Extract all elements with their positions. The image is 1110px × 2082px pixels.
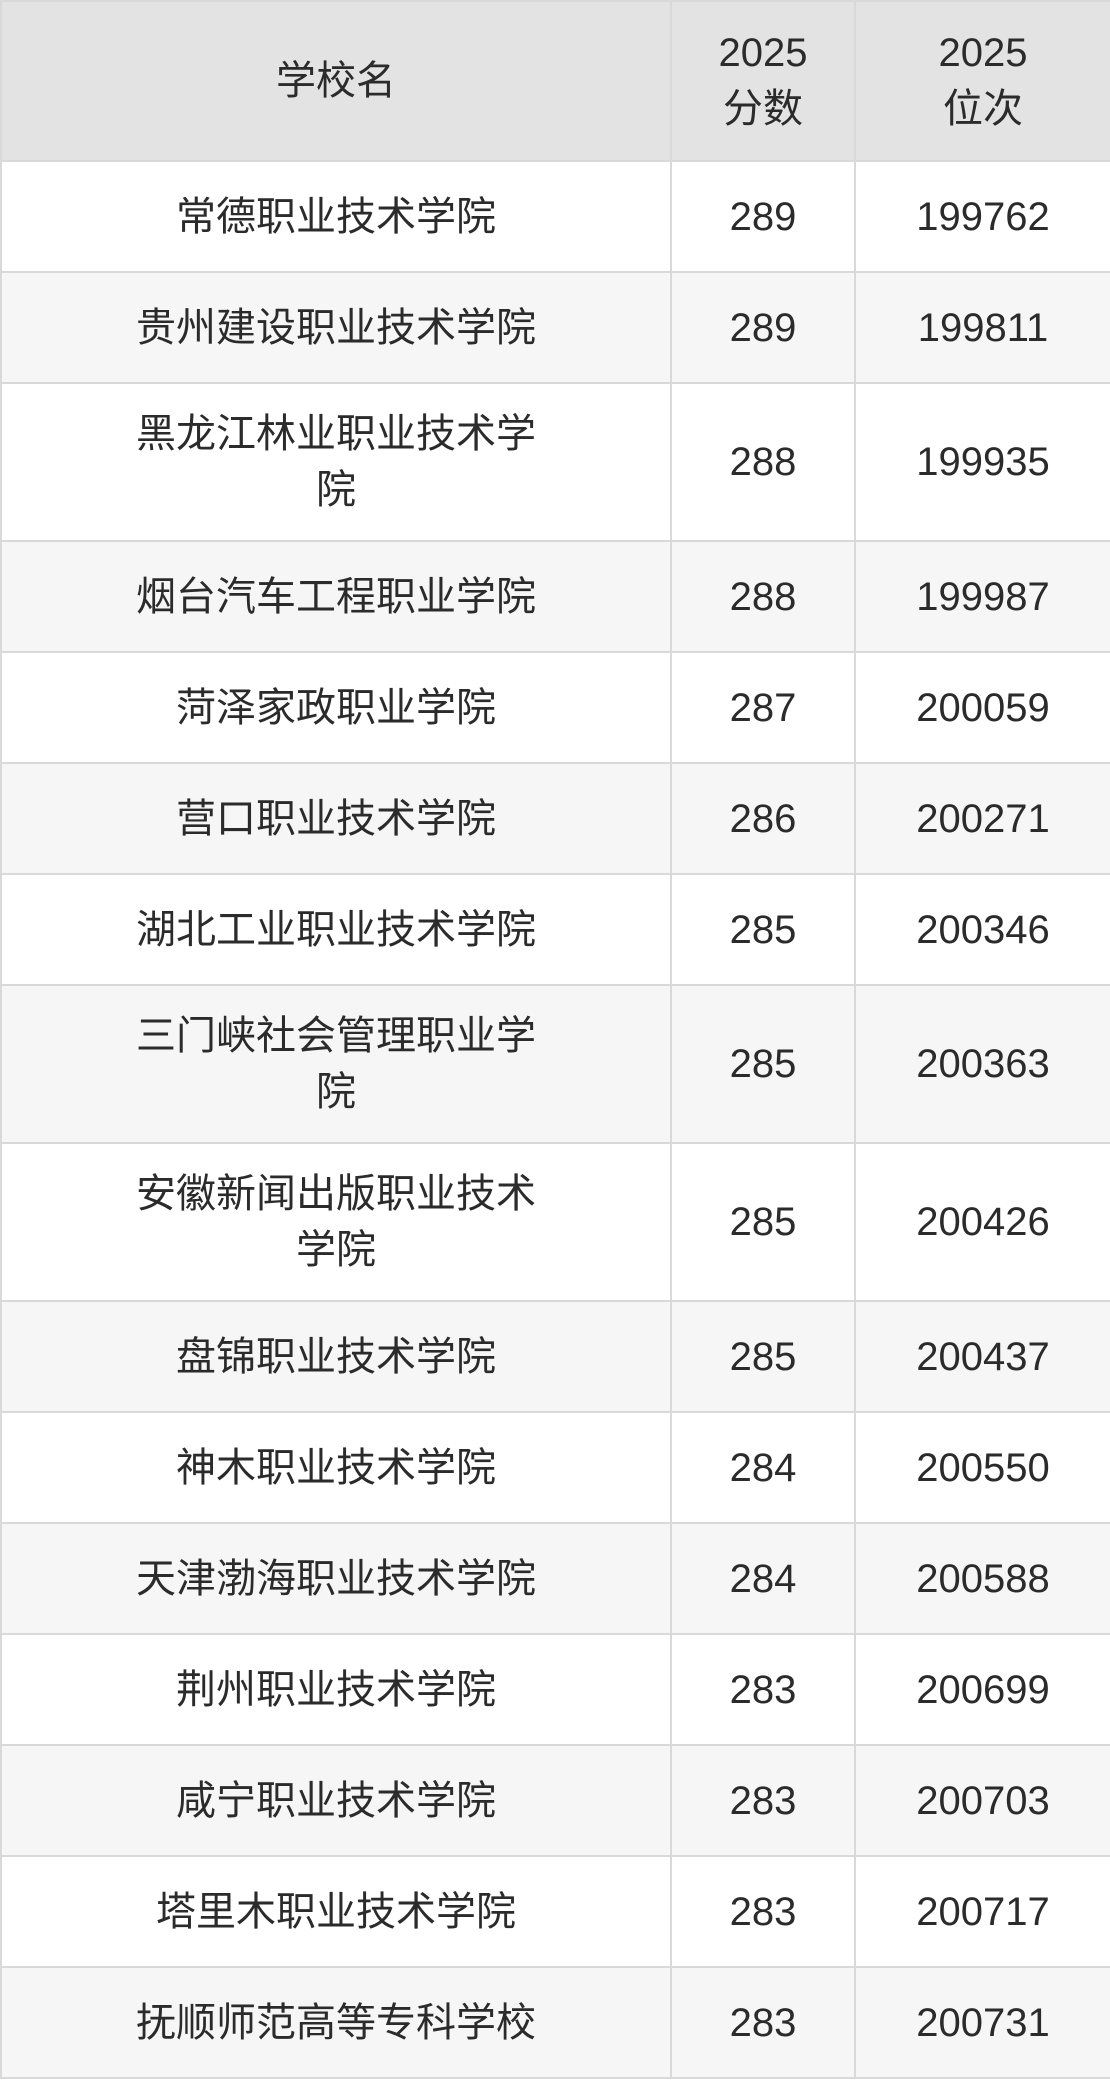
score-cell: 284 bbox=[670, 1522, 856, 1635]
score-cell: 283 bbox=[670, 1966, 856, 2079]
score-cell: 286 bbox=[670, 762, 856, 875]
score-cell: 285 bbox=[670, 984, 856, 1144]
rank-cell: 200059 bbox=[854, 651, 1110, 764]
rank-cell: 200703 bbox=[854, 1744, 1110, 1857]
school-name-cell: 营口职业技术学院 bbox=[0, 762, 672, 875]
table-row: 湖北工业职业技术学院 285 200346 bbox=[0, 873, 1110, 986]
table-row: 常德职业技术学院 289 199762 bbox=[0, 160, 1110, 273]
school-name-cell: 三门峡社会管理职业学院 bbox=[0, 984, 672, 1144]
rank-cell: 199762 bbox=[854, 160, 1110, 273]
rank-cell: 200363 bbox=[854, 984, 1110, 1144]
score-cell: 283 bbox=[670, 1855, 856, 1968]
rank-cell: 200426 bbox=[854, 1142, 1110, 1302]
rank-cell: 200271 bbox=[854, 762, 1110, 875]
table-row: 贵州建设职业技术学院 289 199811 bbox=[0, 271, 1110, 384]
score-cell: 289 bbox=[670, 160, 856, 273]
table-row: 三门峡社会管理职业学院 285 200363 bbox=[0, 984, 1110, 1144]
rank-cell: 199811 bbox=[854, 271, 1110, 384]
score-cell: 287 bbox=[670, 651, 856, 764]
score-cell: 285 bbox=[670, 873, 856, 986]
score-cell: 283 bbox=[670, 1744, 856, 1857]
table-row: 天津渤海职业技术学院 284 200588 bbox=[0, 1522, 1110, 1635]
score-cell: 285 bbox=[670, 1300, 856, 1413]
school-name-cell: 菏泽家政职业学院 bbox=[0, 651, 672, 764]
school-name-cell: 盘锦职业技术学院 bbox=[0, 1300, 672, 1413]
school-name-cell: 荆州职业技术学院 bbox=[0, 1633, 672, 1746]
column-header-2025-rank: 2025 位次 bbox=[854, 0, 1110, 162]
school-name-cell: 贵州建设职业技术学院 bbox=[0, 271, 672, 384]
school-name-cell: 湖北工业职业技术学院 bbox=[0, 873, 672, 986]
table-row: 抚顺师范高等专科学校 283 200731 bbox=[0, 1966, 1110, 2079]
score-cell: 283 bbox=[670, 1633, 856, 1746]
rank-cell: 200717 bbox=[854, 1855, 1110, 1968]
school-name-cell: 塔里木职业技术学院 bbox=[0, 1855, 672, 1968]
table-body: 常德职业技术学院 289 199762 贵州建设职业技术学院 289 19981… bbox=[0, 160, 1110, 2079]
rank-cell: 199987 bbox=[854, 540, 1110, 653]
column-header-2025-score: 2025 分数 bbox=[670, 0, 856, 162]
rank-cell: 200588 bbox=[854, 1522, 1110, 1635]
school-name-cell: 咸宁职业技术学院 bbox=[0, 1744, 672, 1857]
table-row: 安徽新闻出版职业技术学院 285 200426 bbox=[0, 1142, 1110, 1302]
school-name-cell: 天津渤海职业技术学院 bbox=[0, 1522, 672, 1635]
header-row: 学校名 2025 分数 2025 位次 bbox=[0, 0, 1110, 162]
school-name-cell: 黑龙江林业职业技术学院 bbox=[0, 382, 672, 542]
table-row: 盘锦职业技术学院 285 200437 bbox=[0, 1300, 1110, 1413]
school-name-cell: 烟台汽车工程职业学院 bbox=[0, 540, 672, 653]
table-row: 荆州职业技术学院 283 200699 bbox=[0, 1633, 1110, 1746]
school-name-cell: 常德职业技术学院 bbox=[0, 160, 672, 273]
school-name-cell: 抚顺师范高等专科学校 bbox=[0, 1966, 672, 2079]
table-row: 菏泽家政职业学院 287 200059 bbox=[0, 651, 1110, 764]
score-cell: 288 bbox=[670, 382, 856, 542]
table-row: 咸宁职业技术学院 283 200703 bbox=[0, 1744, 1110, 1857]
rank-cell: 200437 bbox=[854, 1300, 1110, 1413]
rank-cell: 200699 bbox=[854, 1633, 1110, 1746]
score-cell: 285 bbox=[670, 1142, 856, 1302]
rank-cell: 200346 bbox=[854, 873, 1110, 986]
school-name-cell: 安徽新闻出版职业技术学院 bbox=[0, 1142, 672, 1302]
school-name-cell: 神木职业技术学院 bbox=[0, 1411, 672, 1524]
score-cell: 289 bbox=[670, 271, 856, 384]
column-header-school-name: 学校名 bbox=[0, 0, 672, 162]
table-row: 神木职业技术学院 284 200550 bbox=[0, 1411, 1110, 1524]
rank-cell: 200731 bbox=[854, 1966, 1110, 2079]
table-row: 烟台汽车工程职业学院 288 199987 bbox=[0, 540, 1110, 653]
table-row: 塔里木职业技术学院 283 200717 bbox=[0, 1855, 1110, 1968]
score-cell: 288 bbox=[670, 540, 856, 653]
table-row: 营口职业技术学院 286 200271 bbox=[0, 762, 1110, 875]
rank-cell: 199935 bbox=[854, 382, 1110, 542]
rank-cell: 200550 bbox=[854, 1411, 1110, 1524]
table-row: 黑龙江林业职业技术学院 288 199935 bbox=[0, 382, 1110, 542]
score-cell: 284 bbox=[670, 1411, 856, 1524]
